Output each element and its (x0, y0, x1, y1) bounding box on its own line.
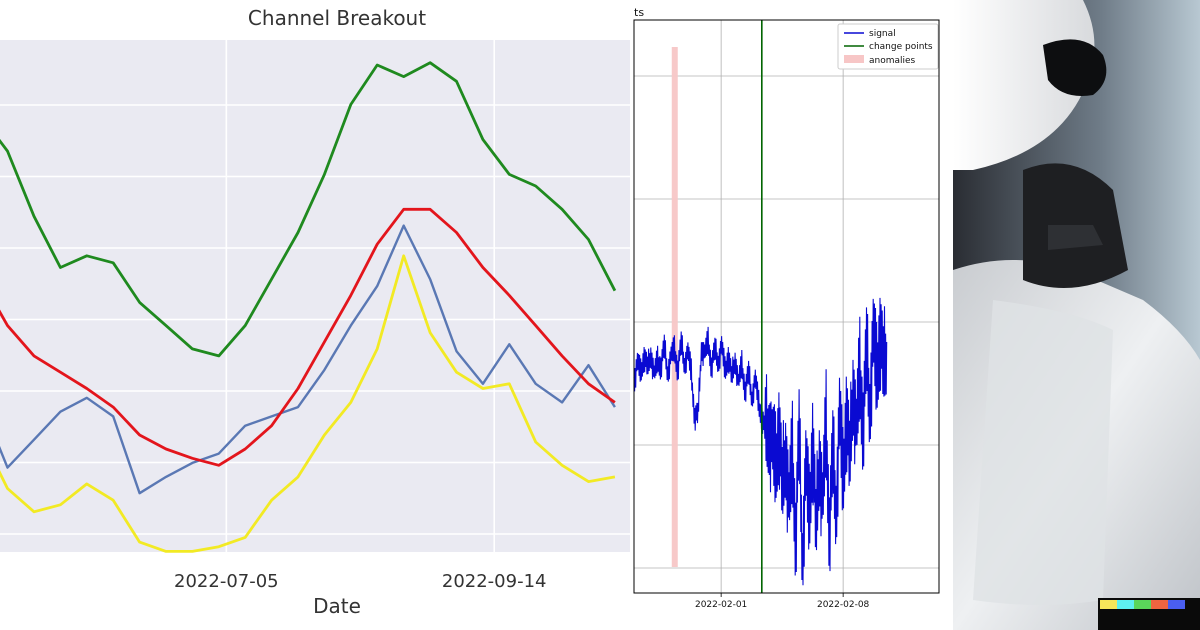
x-axis-label: Date (313, 594, 361, 618)
signal-chart-svg: ts 2022-02-01 2022-02-08 signal change po… (633, 6, 940, 610)
x-tick-label: 2022-09-14 (442, 571, 547, 592)
signal-line (633, 297, 888, 586)
legend-anomalies-label: anomalies (869, 56, 916, 66)
legend-change-points-label: change points (869, 42, 933, 52)
x-tick-label: 2022-07-05 (174, 571, 279, 592)
robot-illustration (953, 0, 1200, 630)
chart-title-fragment: ts (634, 6, 644, 19)
robot-chest-plate (973, 300, 1113, 605)
robot-visor (1043, 39, 1107, 96)
watermark-orange (1151, 600, 1168, 609)
watermark (1100, 600, 1185, 609)
anomaly-band (671, 47, 678, 567)
robot-svg (953, 0, 1200, 630)
series-line-upper (0, 61, 617, 358)
signal-changepoint-chart: ts 2022-02-01 2022-02-08 signal change po… (630, 0, 952, 630)
watermark-yellow (1100, 600, 1117, 609)
channel-breakout-chart: Channel Breakout 2022-07-05 2022-09-14 Da… (0, 6, 630, 618)
series-line-lower (0, 254, 616, 553)
legend-signal-label: signal (869, 29, 896, 39)
legend: signal change points anomalies (837, 23, 939, 70)
robot-neck-joint (1048, 225, 1103, 250)
plot-frame (633, 19, 940, 594)
legend-anomalies-swatch (844, 55, 864, 63)
watermark-cyan (1117, 600, 1134, 609)
watermark-green (1134, 600, 1151, 609)
series-line-middle (0, 207, 616, 467)
channel-breakout-svg: Channel Breakout 2022-07-05 2022-09-14 Da… (0, 6, 630, 618)
x-tick-label: 2022-02-01 (695, 600, 747, 610)
plot-area (0, 40, 630, 552)
series-line-price (0, 224, 616, 495)
x-tick-label: 2022-02-08 (817, 600, 870, 610)
watermark-blue (1168, 600, 1185, 609)
chart-title: Channel Breakout (248, 6, 426, 30)
